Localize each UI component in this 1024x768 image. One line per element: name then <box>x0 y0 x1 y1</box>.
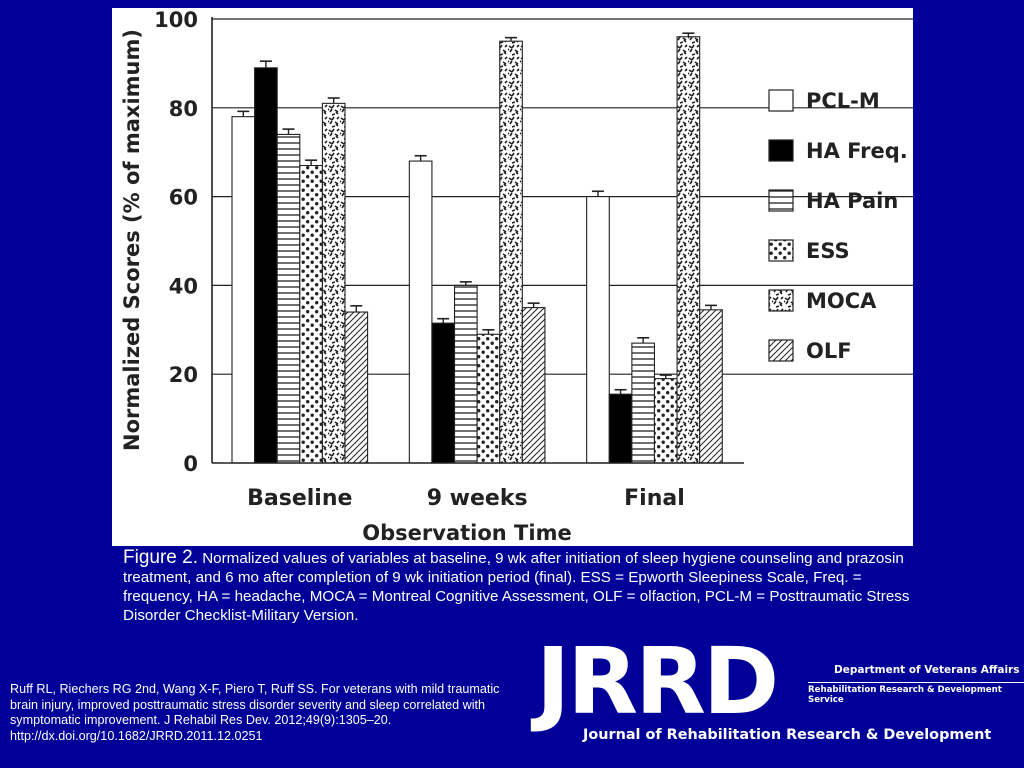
logo-journal-name: Journal of Rehabilitation Research & Dev… <box>583 727 992 743</box>
logo-service: Rehabilitation Research & Development Se… <box>808 685 1002 705</box>
y-tick-label: 40 <box>169 274 198 298</box>
bar <box>299 164 323 464</box>
caption-body: Normalized values of variables at baseli… <box>123 550 910 624</box>
x-axis-title: Observation Time <box>362 521 571 545</box>
chart-panel: 0 20 40 60 80 100 Baseline 9 weeks Final PCL-M HA… <box>112 8 913 546</box>
legend-swatch <box>768 339 794 362</box>
citation-text: Ruff RL, Riechers RG 2nd, Wang X-F, Pier… <box>10 682 500 743</box>
y-tick-label: 80 <box>169 97 198 121</box>
bar <box>408 160 433 464</box>
bar <box>453 284 478 464</box>
x-tick-label: Baseline <box>247 486 352 511</box>
bar <box>254 67 278 464</box>
bar <box>676 36 701 464</box>
logo-divider <box>808 682 1024 683</box>
y-tick-label: 20 <box>169 363 198 387</box>
bar <box>653 378 678 464</box>
bar <box>476 333 501 464</box>
x-tick-label: Final <box>624 486 685 511</box>
legend-swatch <box>768 239 794 262</box>
legend-label: MOCA <box>806 289 877 313</box>
legend-label: ESS <box>806 239 850 263</box>
legend-label: HA Pain <box>806 189 898 213</box>
bar <box>608 393 633 464</box>
x-tick-label: 9 weeks <box>427 486 528 511</box>
bar <box>431 322 456 464</box>
legend-label: HA Freq. <box>806 139 908 163</box>
bar <box>276 133 301 464</box>
bar <box>699 309 723 464</box>
bar <box>521 307 546 464</box>
bar-chart: 0 20 40 60 80 100 Baseline 9 weeks Final PCL-M HA… <box>120 8 913 545</box>
bar <box>499 40 523 464</box>
y-axis-title: Normalized Scores (% of maximum) <box>120 29 144 451</box>
y-tick-label: 0 <box>183 452 198 476</box>
legend-label: OLF <box>806 339 852 363</box>
figure-caption: Figure 2. Normalized values of variables… <box>123 548 923 625</box>
jrrd-logo: JRRD Department of Veterans Affairs Reha… <box>536 628 1024 762</box>
legend-swatch <box>768 289 794 312</box>
bar <box>631 342 656 464</box>
logo-department: Department of Veterans Affairs <box>834 664 1020 676</box>
legend-label: PCL-M <box>806 89 880 113</box>
bar <box>231 116 256 464</box>
bar <box>586 196 610 464</box>
legend-swatch <box>768 189 794 212</box>
logo-wordmark: JRRD <box>536 628 779 735</box>
legend-swatch <box>768 89 794 112</box>
y-tick-label: 100 <box>154 8 198 32</box>
bar <box>321 102 346 464</box>
legend-swatch <box>768 139 794 162</box>
bar <box>344 311 369 464</box>
caption-heading: Figure 2. <box>123 547 198 568</box>
y-tick-label: 60 <box>169 186 198 210</box>
